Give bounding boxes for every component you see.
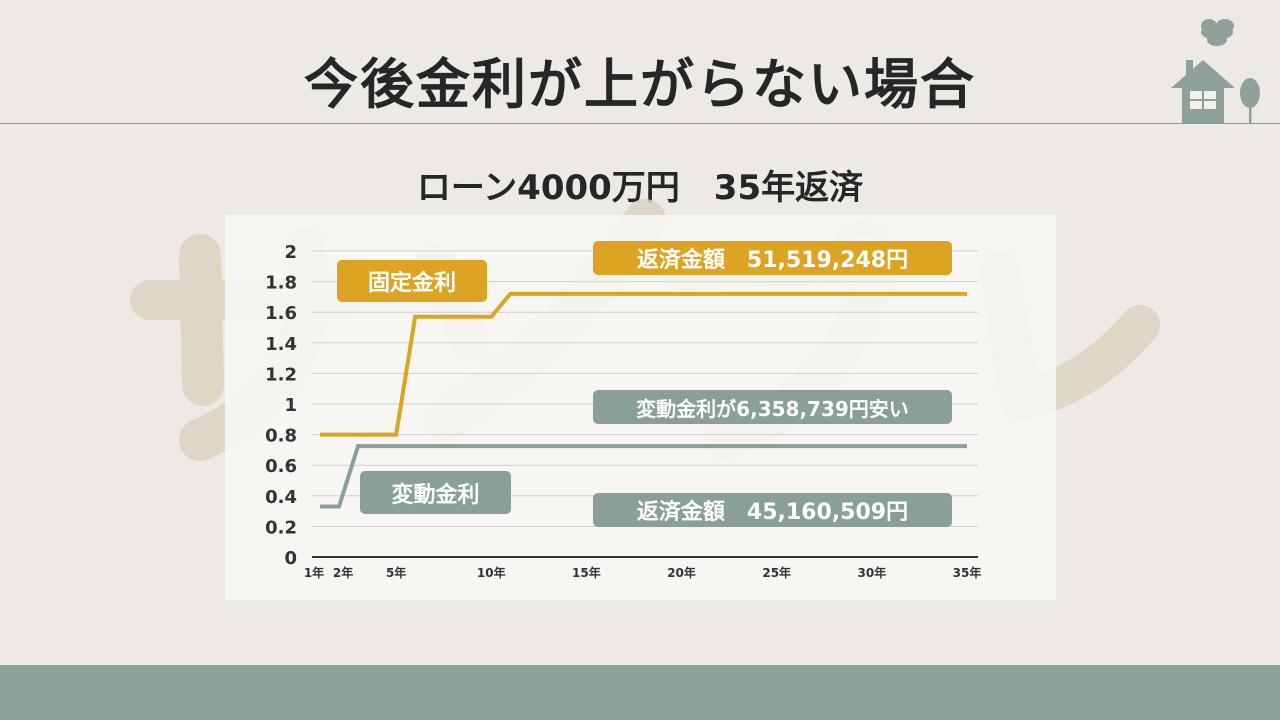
slide-title: 今後金利が上がらない場合 bbox=[304, 53, 976, 116]
y-tick-label: 0.8 bbox=[265, 426, 297, 447]
y-tick-label: 0 bbox=[284, 548, 297, 569]
y-tick-label: 0.6 bbox=[265, 456, 297, 477]
fixed-total-box: 返済金額 51,519,248円 bbox=[593, 241, 952, 275]
y-tick-label: 0.2 bbox=[265, 517, 297, 538]
title-divider bbox=[0, 123, 1280, 124]
tree-icon bbox=[1240, 78, 1260, 124]
x-tick-label: 1年 bbox=[304, 565, 324, 580]
x-tick-label: 2年 bbox=[333, 565, 353, 580]
y-tick-label: 1.6 bbox=[265, 303, 297, 324]
cloud-icon bbox=[1201, 19, 1234, 46]
x-tick-label: 10年 bbox=[477, 565, 506, 580]
x-tick-label: 20年 bbox=[667, 565, 696, 580]
variable-rate-label: 変動金利 bbox=[360, 471, 511, 514]
variable-total-box: 返済金額 45,160,509円 bbox=[593, 493, 952, 527]
y-tick-label: 0.4 bbox=[265, 487, 297, 508]
y-tick-label: 1.2 bbox=[265, 364, 297, 385]
x-tick-label: 30年 bbox=[858, 565, 887, 580]
fixed-rate-label: 固定金利 bbox=[337, 260, 487, 302]
y-tick-label: 2 bbox=[284, 242, 297, 263]
footer-bar bbox=[0, 665, 1280, 720]
house-icon bbox=[1171, 60, 1235, 123]
x-tick-label: 35年 bbox=[953, 565, 982, 580]
x-tick-label: 15年 bbox=[572, 565, 601, 580]
y-tick-label: 1.4 bbox=[265, 334, 297, 355]
chart-subtitle: ローン4000万円 35年返済 bbox=[416, 168, 864, 208]
house-illustration bbox=[1171, 19, 1260, 124]
y-tick-label: 1.8 bbox=[265, 273, 297, 294]
fixed-rate-line bbox=[320, 291, 967, 437]
x-tick-label: 5年 bbox=[386, 565, 406, 580]
difference-box: 変動金利が6,358,739円安い bbox=[593, 390, 952, 424]
x-tick-label: 25年 bbox=[762, 565, 791, 580]
y-tick-label: 1 bbox=[284, 395, 297, 416]
variable-rate-line bbox=[320, 444, 967, 509]
